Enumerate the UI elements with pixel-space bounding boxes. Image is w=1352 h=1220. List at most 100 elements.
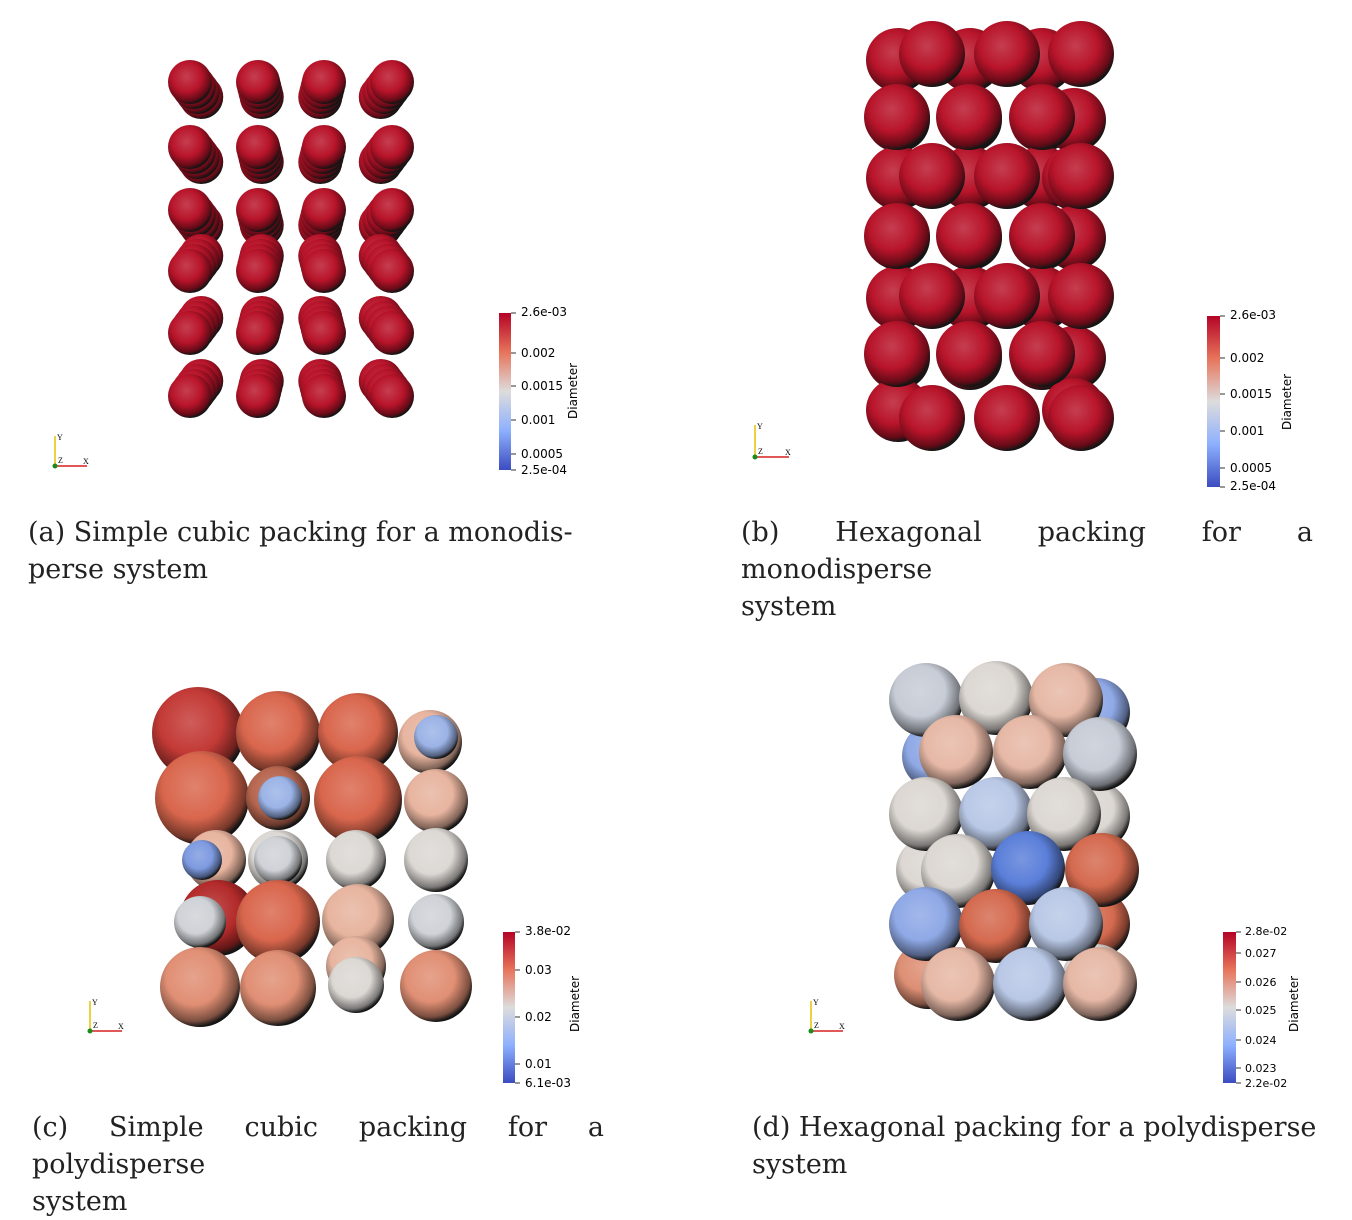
particle-sphere [370, 374, 414, 418]
particle-sphere [240, 950, 316, 1026]
particle-sphere [370, 60, 414, 104]
particle-sphere [254, 836, 302, 884]
colorbar-tick-label: 0.023 [1245, 1062, 1277, 1075]
colorbar-tick-label: 0.026 [1245, 976, 1277, 989]
colorbar-tick-label: 0.0015 [1230, 387, 1272, 401]
axis-x-label: X [83, 457, 89, 466]
particle-sphere [302, 125, 346, 169]
colorbar-tick-label: 0.02 [525, 1010, 552, 1024]
particle-sphere [899, 385, 965, 451]
particle-sphere [168, 249, 212, 293]
colorbar: 2.6e-03 0.002 0.0015 0.001 0.0005 2.5e-0… [499, 305, 580, 477]
colorbar-tick-label: 0.0005 [521, 447, 563, 461]
particle-sphere [1065, 833, 1139, 907]
colorbar: 3.8e-02 0.03 0.02 0.01 6.1e-03 Diameter [503, 924, 582, 1090]
particle-sphere [302, 311, 346, 355]
axes-triad: Y Z X [87, 998, 124, 1034]
particle-sphere [302, 60, 346, 104]
particle-sphere [1048, 21, 1114, 87]
particle-sphere [258, 776, 302, 820]
particle-sphere [959, 889, 1033, 963]
particle-sphere [936, 203, 1002, 269]
colorbar-tick-label: 0.03 [525, 963, 552, 977]
particle-sphere [1029, 663, 1103, 737]
particle-sphere [864, 84, 930, 150]
axis-y-label: Y [92, 998, 98, 1007]
caption-line: (d) Hexagonal packing for a polydisperse [752, 1112, 1317, 1143]
colorbar-title: Diameter [568, 976, 582, 1032]
particle-sphere [899, 143, 965, 209]
particle-sphere [236, 188, 280, 232]
particle-sphere [974, 21, 1040, 87]
particle-sphere [1063, 947, 1137, 1021]
colorbar-tick-label: 0.025 [1245, 1004, 1277, 1017]
axes-triad: Y Z X [752, 422, 791, 460]
particle-sphere [168, 188, 212, 232]
particle-sphere [168, 311, 212, 355]
panel-c: Y Z X 3.8e-02 0.03 0.02 0.01 6.1e-03 Dia… [0, 0, 676, 1217]
particle-sphere [408, 894, 464, 950]
axis-x-label: X [785, 448, 791, 457]
particle-sphere [1063, 717, 1137, 791]
particle-sphere [899, 21, 965, 87]
colorbar-max-label: 3.8e-02 [525, 924, 571, 938]
axis-z-label: Z [814, 1021, 819, 1030]
particle-sphere [864, 203, 930, 269]
particle-sphere [236, 311, 280, 355]
particle-sphere [174, 896, 226, 948]
caption-line: perse system [28, 554, 208, 585]
particle-sphere [160, 947, 240, 1027]
panel-c-visualization: Y Z X 3.8e-02 0.03 0.02 0.01 6.1e-03 Dia… [87, 687, 582, 1090]
particle-sphere [414, 715, 458, 759]
particle-sphere [1048, 263, 1114, 329]
particle-sphere [370, 188, 414, 232]
colorbar-min-label: 2.5e-04 [521, 463, 567, 477]
particle-sphere [236, 125, 280, 169]
particle-sphere [236, 374, 280, 418]
colorbar-title: Diameter [1280, 374, 1294, 430]
colorbar-tick-label: 0.002 [1230, 351, 1264, 365]
particle-sphere [936, 321, 1002, 387]
particle-sphere [993, 715, 1067, 789]
particle-sphere [899, 263, 965, 329]
particle-sphere [889, 887, 963, 961]
colorbar-tick-label: 0.024 [1245, 1034, 1277, 1047]
sphere-cluster [889, 661, 1139, 1021]
sphere-cluster [864, 21, 1114, 451]
particle-sphere [326, 830, 386, 890]
axis-z-label: Z [758, 447, 763, 456]
colorbar: 2.8e-02 0.027 0.026 0.025 0.024 0.023 2.… [1223, 925, 1301, 1090]
particle-sphere [1048, 143, 1114, 209]
particle-sphere [168, 60, 212, 104]
particle-sphere [400, 950, 472, 1022]
colorbar-min-label: 2.5e-04 [1230, 479, 1276, 493]
panel-b-caption: (b) Hexagonal packing for a monodisperse… [741, 514, 1313, 625]
colorbar-tick-label: 0.002 [521, 346, 555, 360]
particle-sphere [993, 947, 1067, 1021]
panel-b-visualization: Y Z X 2.6e-03 0.002 0.0015 0.001 0.0005 … [752, 21, 1294, 493]
particle-sphere [168, 374, 212, 418]
caption-line: (a) Simple cubic packing for a monodis- [28, 517, 573, 548]
particle-sphere [236, 249, 280, 293]
panel-d-visualization: Y Z X 2.8e-02 0.027 0.026 0.025 0.024 0.… [808, 661, 1301, 1090]
particle-sphere [919, 715, 993, 789]
axes-triad: Y Z X [52, 433, 89, 469]
particle-sphere [302, 374, 346, 418]
axis-y-label: Y [57, 433, 63, 442]
particle-sphere [921, 834, 995, 908]
particle-sphere [182, 840, 222, 880]
sphere-cluster [168, 60, 414, 418]
particle-sphere [974, 385, 1040, 451]
colorbar-min-label: 2.2e-02 [1245, 1077, 1287, 1090]
particle-sphere [236, 880, 320, 964]
panel-b: Y Z X 2.6e-03 0.002 0.0015 0.001 0.0005 … [0, 0, 1352, 622]
particle-sphere [1009, 84, 1075, 150]
panel-a: Y Z X 2.6e-03 0.002 0.00 [0, 0, 676, 600]
sphere-cluster [152, 687, 472, 1027]
axis-y-label: Y [757, 422, 763, 431]
particle-sphere [155, 751, 249, 845]
particle-sphere [936, 84, 1002, 150]
colorbar-tick-label: 0.001 [521, 413, 555, 427]
particle-sphere [236, 691, 320, 775]
colorbar-tick-label: 0.0015 [521, 379, 563, 393]
